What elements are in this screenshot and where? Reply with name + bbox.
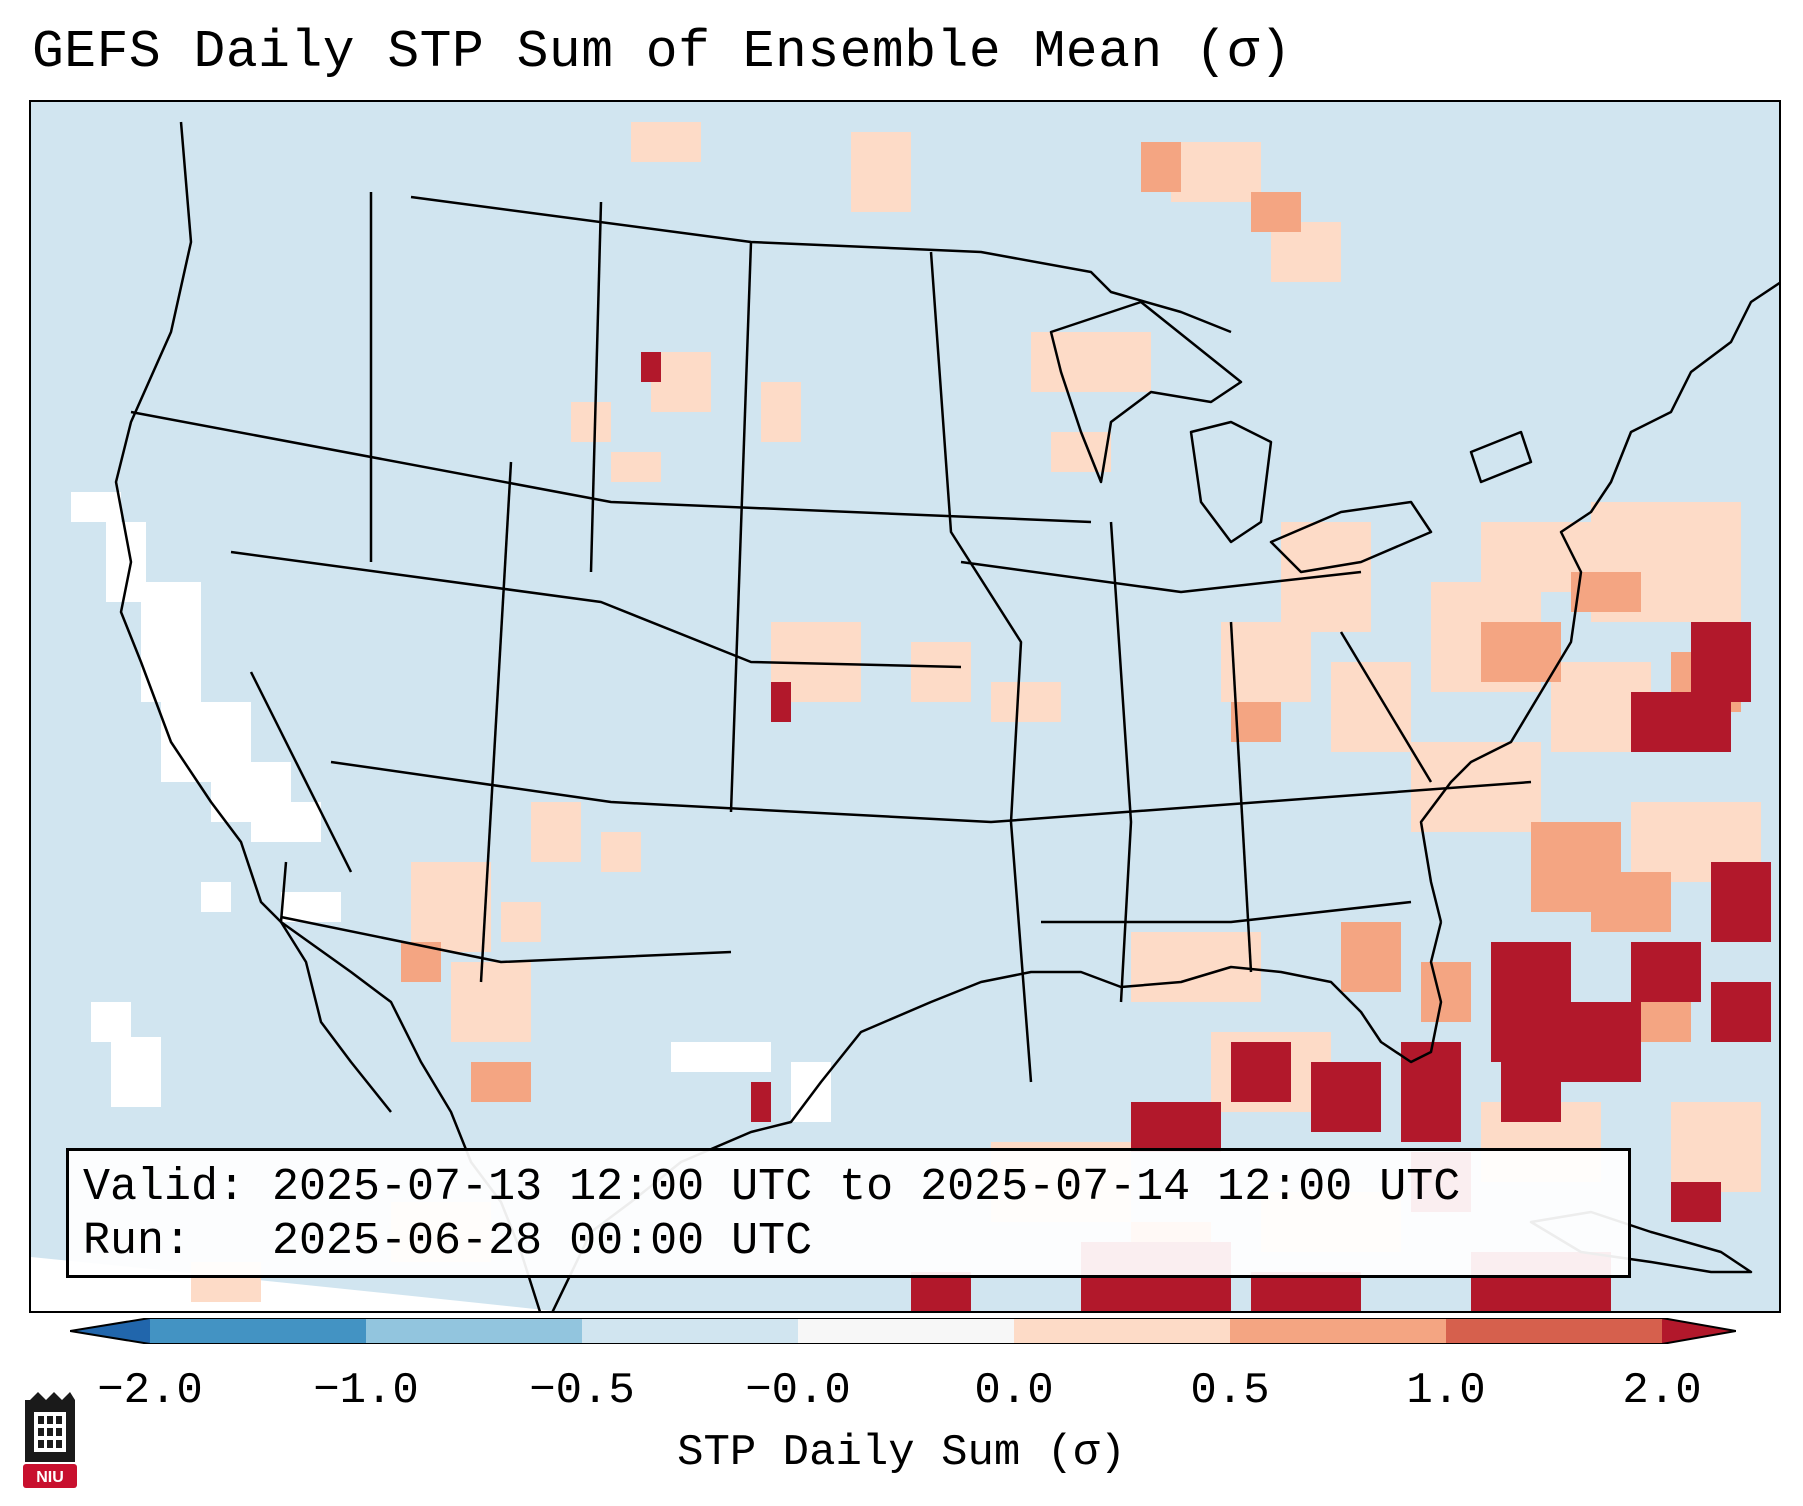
chart-title: GEFS Daily STP Sum of Ensemble Mean (σ) bbox=[32, 22, 1292, 82]
colorbar-tick-label: 1.0 bbox=[1406, 1366, 1486, 1416]
colorbar-segment bbox=[150, 1318, 366, 1344]
colorbar-segment bbox=[798, 1318, 1014, 1344]
state-borders bbox=[130, 192, 1532, 1083]
colorbar-tick-label: −0.0 bbox=[745, 1366, 851, 1416]
run-time-line: Run: 2025-06-28 00:00 UTC bbox=[83, 1216, 813, 1267]
colorbar-tick-label: 2.0 bbox=[1622, 1366, 1702, 1416]
map-panel bbox=[29, 100, 1781, 1313]
colorbar-tick-label: 0.0 bbox=[974, 1366, 1054, 1416]
colorbar-tick-label: 0.5 bbox=[1190, 1366, 1270, 1416]
valid-run-info-box: Valid: 2025-07-13 12:00 UTC to 2025-07-1… bbox=[66, 1148, 1631, 1278]
logo-text: NIU bbox=[36, 1469, 64, 1486]
niu-logo: NIU bbox=[23, 1392, 77, 1488]
colorbar-segment bbox=[582, 1318, 798, 1344]
valid-time-line: Valid: 2025-07-13 12:00 UTC to 2025-07-1… bbox=[83, 1162, 1461, 1213]
colorbar-tick-label: −2.0 bbox=[97, 1366, 203, 1416]
colorbar bbox=[70, 1318, 1736, 1344]
colorbar-segment bbox=[1230, 1318, 1446, 1344]
colorbar-segment bbox=[1446, 1318, 1662, 1344]
colorbar-segment bbox=[1014, 1318, 1230, 1344]
colorbar-segment bbox=[366, 1318, 582, 1344]
colorbar-tick-label: −0.5 bbox=[529, 1366, 635, 1416]
near-zero-patches-west bbox=[71, 492, 831, 1122]
colorbar-under-triangle bbox=[70, 1318, 150, 1344]
colorbar-over-triangle bbox=[1662, 1318, 1736, 1344]
map-canvas bbox=[31, 102, 1779, 1311]
colorbar-label: STP Daily Sum (σ) bbox=[677, 1428, 1126, 1478]
colorbar-tick-label: −1.0 bbox=[313, 1366, 419, 1416]
